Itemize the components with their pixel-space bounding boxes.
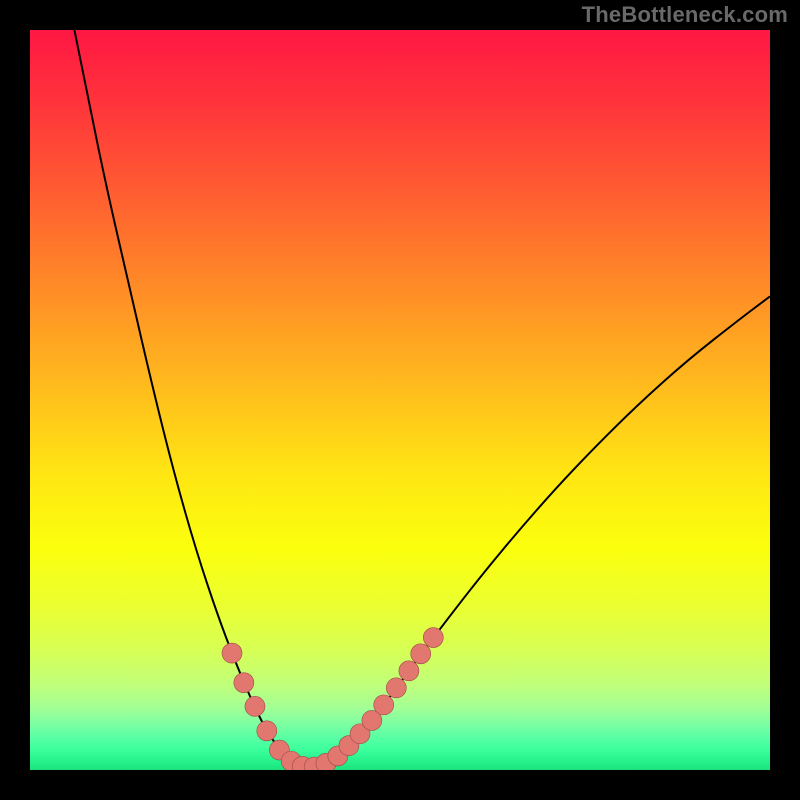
curve-marker bbox=[423, 628, 443, 648]
plot-area bbox=[30, 30, 770, 770]
curve-marker bbox=[222, 643, 242, 663]
watermark-label: TheBottleneck.com bbox=[582, 2, 788, 28]
plot-svg bbox=[30, 30, 770, 770]
gradient-background bbox=[30, 30, 770, 770]
curve-marker bbox=[245, 696, 265, 716]
curve-marker bbox=[257, 721, 277, 741]
curve-marker bbox=[386, 678, 406, 698]
chart-frame: TheBottleneck.com bbox=[0, 0, 800, 800]
curve-marker bbox=[234, 673, 254, 693]
curve-marker bbox=[374, 695, 394, 715]
curve-marker bbox=[399, 661, 419, 681]
curve-marker bbox=[411, 644, 431, 664]
